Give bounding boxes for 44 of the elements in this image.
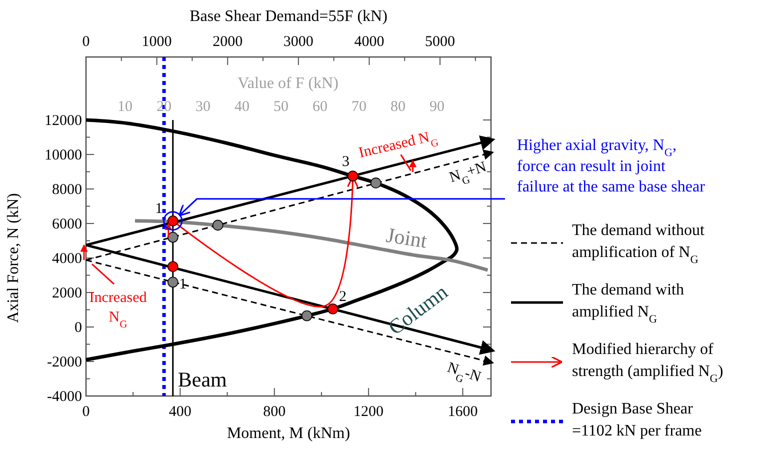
y-tick-label: 2000 [52, 285, 82, 302]
y-tick-label: 6000 [52, 216, 82, 232]
annotation: 90 [430, 99, 444, 115]
annotation: 1 [155, 200, 163, 217]
x2-tick-label: 1000 [142, 34, 172, 50]
annotation: 60 [312, 99, 328, 115]
x2-tick-label: 2000 [212, 34, 243, 50]
annotation: 20 [156, 99, 172, 115]
annotation: 30 [196, 99, 210, 115]
x2-tick-label: 5000 [425, 34, 456, 50]
x-tick-label: 400 [168, 404, 192, 420]
annotation: 50 [274, 99, 288, 115]
annotation: N$_{G}$+N [448, 159, 489, 187]
annotation: Increased N$_{G}$ [89, 290, 148, 330]
x-tick-label: 1600 [448, 404, 478, 420]
annotation: 70 [352, 99, 366, 115]
legend-label: Design Base Shear =1102 kN per frame [572, 400, 702, 440]
x-tick-label: 1200 [354, 404, 384, 420]
y-tick-label: 4000 [52, 250, 82, 267]
y-axis-title: Axial Force, N (kN) [5, 193, 22, 323]
x-tick-label: 800 [263, 404, 286, 420]
annotation: Value of F (kN) [238, 75, 338, 92]
annotation: Beam [178, 368, 227, 392]
annotation: 3 [342, 154, 350, 170]
y-tick-label: 8000 [52, 182, 82, 198]
legend-label: The demand with amplified N$_{G}$ [572, 282, 684, 326]
annotation: 80 [390, 99, 406, 115]
y-tick-label: 10000 [44, 147, 82, 164]
x-axis-title: Moment, M (kNm) [226, 425, 350, 442]
y-tick-label: 0 [74, 320, 82, 336]
x2-tick-label: 3000 [283, 34, 314, 50]
x2-axis-title: Base Shear Demand=55F (kN) [190, 8, 388, 25]
annotation: 40 [234, 99, 250, 115]
annotation: 1 [179, 276, 187, 293]
annotation: 2 [339, 288, 347, 305]
y-tick-label: 12000 [44, 112, 82, 129]
y-tick-label: -2000 [47, 354, 82, 370]
legend-label: The demand without amplification of N$_{G}$ [572, 222, 705, 266]
annotation: 10 [118, 99, 132, 115]
x2-tick-label: 4000 [354, 34, 384, 50]
legend-label: Modified hierarchy of strength (amplified N$_{G}$) [572, 341, 724, 385]
annotation: Joint [384, 222, 429, 253]
text: Higher axial gravity, N$_{G}$, force can result in joint failure at the same base shear [517, 137, 706, 196]
y-tick-label: -4000 [47, 389, 82, 405]
